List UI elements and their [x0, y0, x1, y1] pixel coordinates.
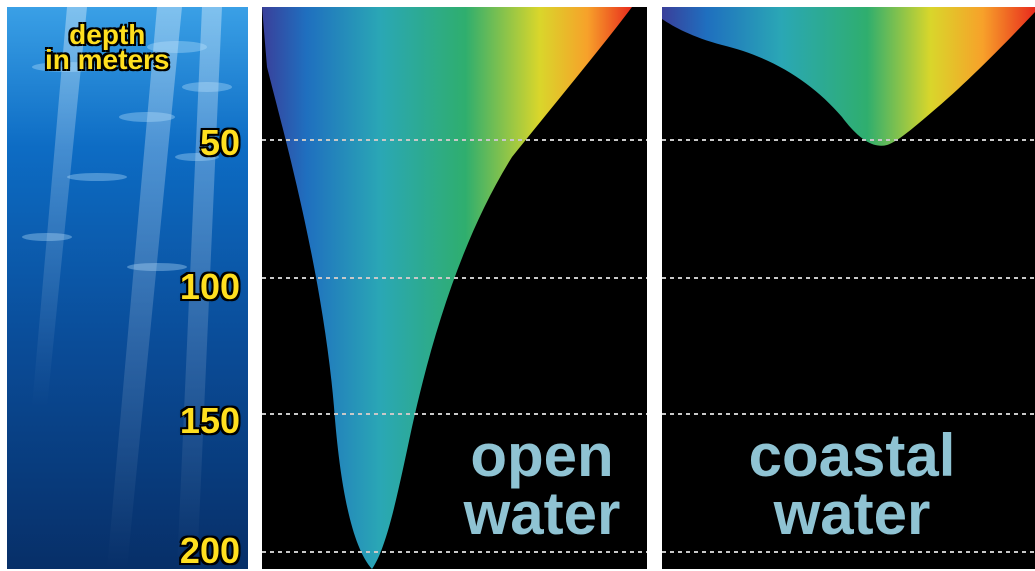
coastal-water-panel: coastal water: [662, 7, 1035, 569]
open-water-label-line2: water: [463, 480, 621, 547]
underwater-photo-panel: depth in meters 50 100 150 200: [7, 7, 248, 569]
depth-tick-200: 200: [179, 530, 240, 569]
open-water-light-profile: [262, 7, 647, 569]
depth-axis-title: depth in meters: [45, 19, 170, 75]
depth-axis-title-line2: in meters: [45, 44, 170, 75]
coastal-water-label-line2: water: [773, 480, 931, 547]
open-water-label-line1: open: [470, 422, 614, 489]
depth-tick-50: 50: [199, 122, 240, 163]
open-water-panel: open water: [262, 7, 647, 569]
depth-axis-title-line1: depth: [69, 19, 146, 50]
depth-tick-150: 150: [179, 400, 240, 441]
depth-tick-100: 100: [179, 266, 240, 307]
coastal-water-label: coastal water: [722, 422, 982, 547]
coastal-water-spectrum-shape: [662, 7, 1035, 146]
underwater-photo: [7, 7, 248, 569]
open-water-label: open water: [442, 422, 642, 547]
coastal-water-label-line1: coastal: [748, 422, 956, 489]
open-water-spectrum-shape: [262, 7, 632, 569]
coastal-water-light-profile: [662, 7, 1035, 553]
